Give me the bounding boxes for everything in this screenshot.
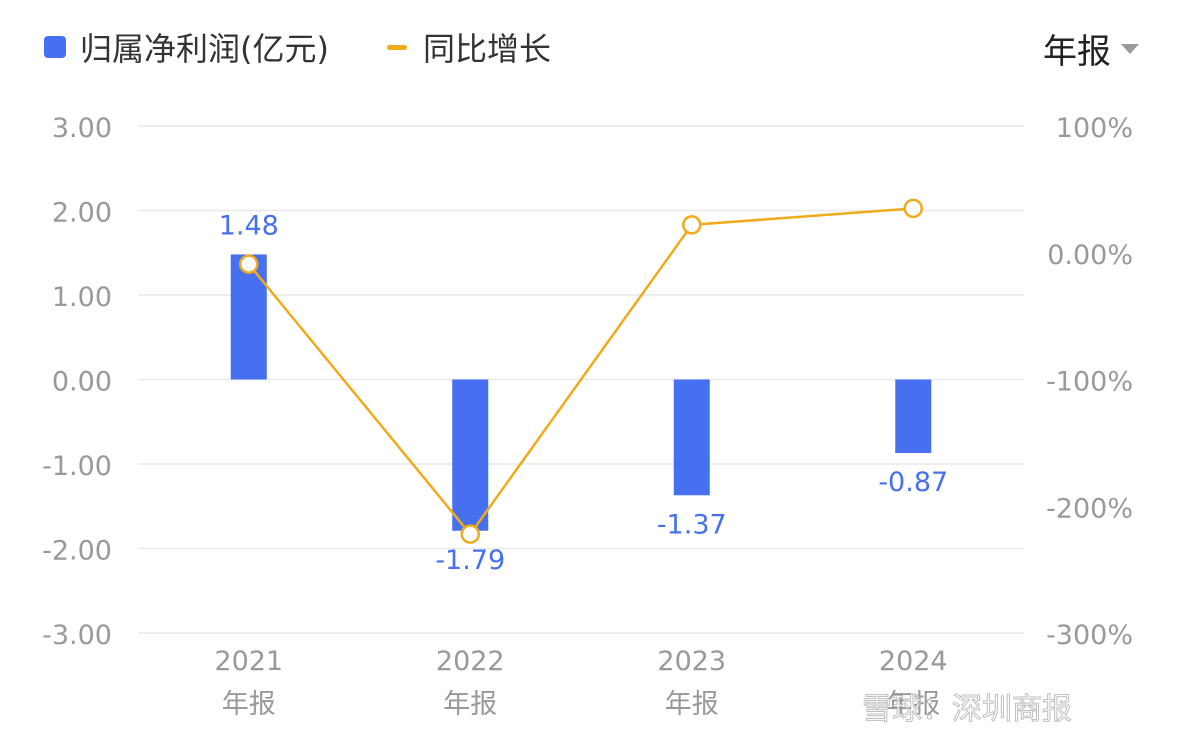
period-selector[interactable]: 年报 — [1043, 24, 1139, 73]
legend-item-yoy-growth[interactable]: 同比增长 — [386, 24, 551, 70]
growth-point — [460, 524, 480, 544]
left-axis-tick-label: -2.00 — [42, 536, 112, 567]
growth-point — [903, 198, 923, 219]
x-axis-tick-sublabel: 年报 — [665, 689, 719, 720]
legend-line-swatch — [386, 44, 407, 50]
left-axis-tick-label: 3.00 — [52, 113, 112, 144]
left-axis-tick-label: -3.00 — [42, 620, 112, 651]
caret-down-icon — [1121, 43, 1139, 54]
left-axis-tick-label: 1.00 — [52, 282, 112, 313]
right-axis-tick-label: 100% — [1056, 113, 1133, 144]
legend-bar-swatch — [44, 36, 66, 58]
left-axis-tick-label: 2.00 — [52, 198, 112, 229]
left-axis-tick-label: -1.00 — [42, 451, 112, 482]
bar-value-label: 1.48 — [219, 210, 279, 241]
x-axis-tick-label: 2022 — [436, 646, 505, 677]
period-selector-label: 年报 — [1043, 32, 1111, 72]
growth-line — [247, 207, 914, 537]
bar — [452, 379, 489, 531]
right-axis-tick-label: -300% — [1046, 620, 1133, 651]
legend-label-net-profit: 归属净利润(亿元) — [80, 30, 329, 68]
x-axis-tick-label: 2021 — [214, 646, 283, 677]
chart-legend: 归属净利润(亿元) 同比增长 — [44, 22, 609, 72]
bar-value-label: -0.87 — [878, 467, 948, 498]
watermark: 雪球：深圳商报 — [862, 692, 1073, 728]
growth-point — [682, 215, 702, 235]
bar — [230, 254, 267, 380]
bar — [673, 379, 710, 496]
x-axis-tick-sublabel: 年报 — [886, 689, 940, 720]
legend-item-net-profit[interactable]: 归属净利润(亿元) — [44, 24, 329, 70]
right-axis-tick-label: -100% — [1046, 367, 1133, 398]
x-axis-tick-sublabel: 年报 — [222, 689, 276, 720]
x-axis-tick-label: 2023 — [657, 646, 726, 677]
right-axis-tick-label: 0.00% — [1047, 240, 1133, 271]
x-axis-tick-label: 2024 — [879, 646, 948, 677]
bar-value-label: -1.37 — [657, 509, 727, 540]
x-axis-tick-sublabel: 年报 — [443, 689, 497, 720]
bar — [895, 379, 932, 454]
left-axis-tick-label: 0.00 — [52, 367, 112, 398]
growth-point — [239, 254, 259, 274]
right-axis-tick-label: -200% — [1046, 493, 1133, 524]
bar-value-label: -1.79 — [435, 545, 505, 576]
legend-label-yoy-growth: 同比增长 — [422, 30, 551, 68]
